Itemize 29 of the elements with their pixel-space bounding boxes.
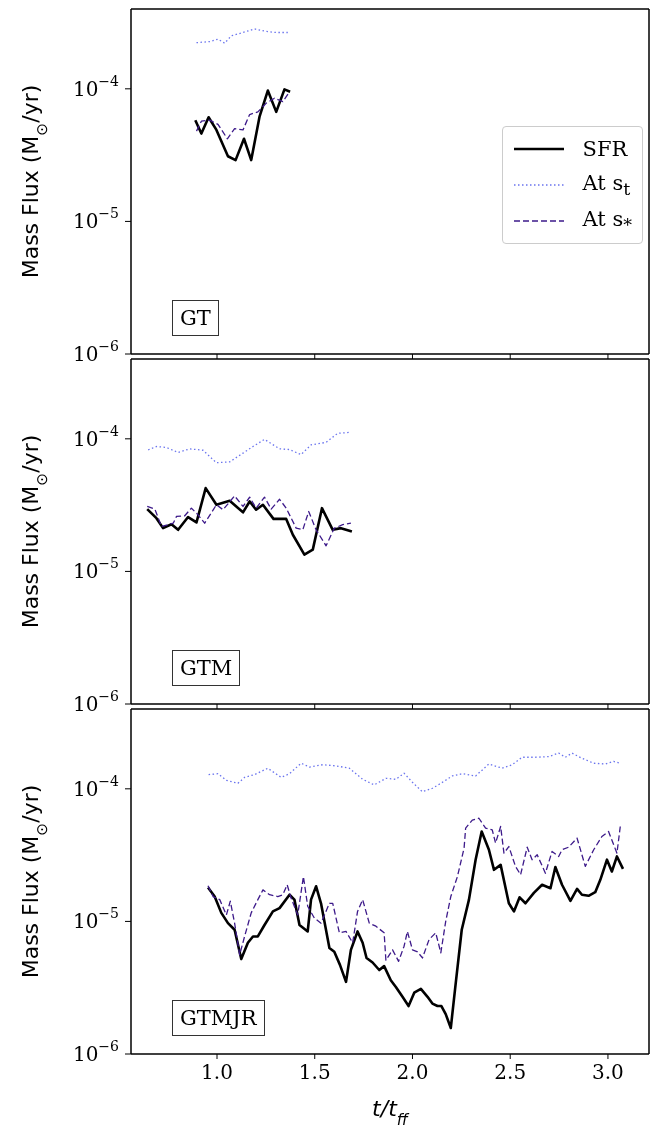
y-tick-label: 10$^{−6}$ (72, 688, 120, 716)
legend-label: At s$_{*}$ (582, 206, 632, 236)
x-tick-label: 2.5 (494, 1060, 527, 1084)
line-series (195, 28, 289, 44)
y-tick-label: 10$^{−6}$ (72, 338, 120, 366)
line-series (194, 88, 292, 162)
x-tick-label: 2.0 (396, 1060, 429, 1084)
line-series (147, 431, 352, 464)
line-series (207, 752, 621, 793)
y-tick-label: 10$^{−4}$ (72, 422, 120, 451)
x-tick-label: 1.0 (201, 1060, 233, 1084)
line-series (146, 495, 352, 547)
line-series (145, 486, 354, 556)
line-series (195, 92, 290, 140)
annotation: GTMJR (172, 1000, 265, 1036)
x-tick-label: 3.0 (592, 1060, 624, 1084)
line-series (207, 817, 621, 962)
annotation: GT (172, 300, 219, 336)
y-tick-label: 10$^{−6}$ (72, 1038, 120, 1066)
y-tick-label: 10$^{−5}$ (72, 555, 119, 584)
annotation: GTM (172, 650, 241, 686)
y-tick-label: 10$^{−5}$ (72, 205, 119, 234)
x-axis-title: t/t$_{ff}$ (372, 1096, 410, 1129)
y-tick-label: 10$^{−4}$ (72, 772, 120, 801)
legend-label: SFR (582, 137, 628, 161)
y-tick-label: 10$^{−5}$ (72, 905, 119, 934)
y-tick-label: 10$^{−4}$ (72, 72, 120, 101)
legend-label: At s$_{t}$ (582, 170, 631, 200)
x-tick-label: 1.5 (298, 1060, 331, 1084)
